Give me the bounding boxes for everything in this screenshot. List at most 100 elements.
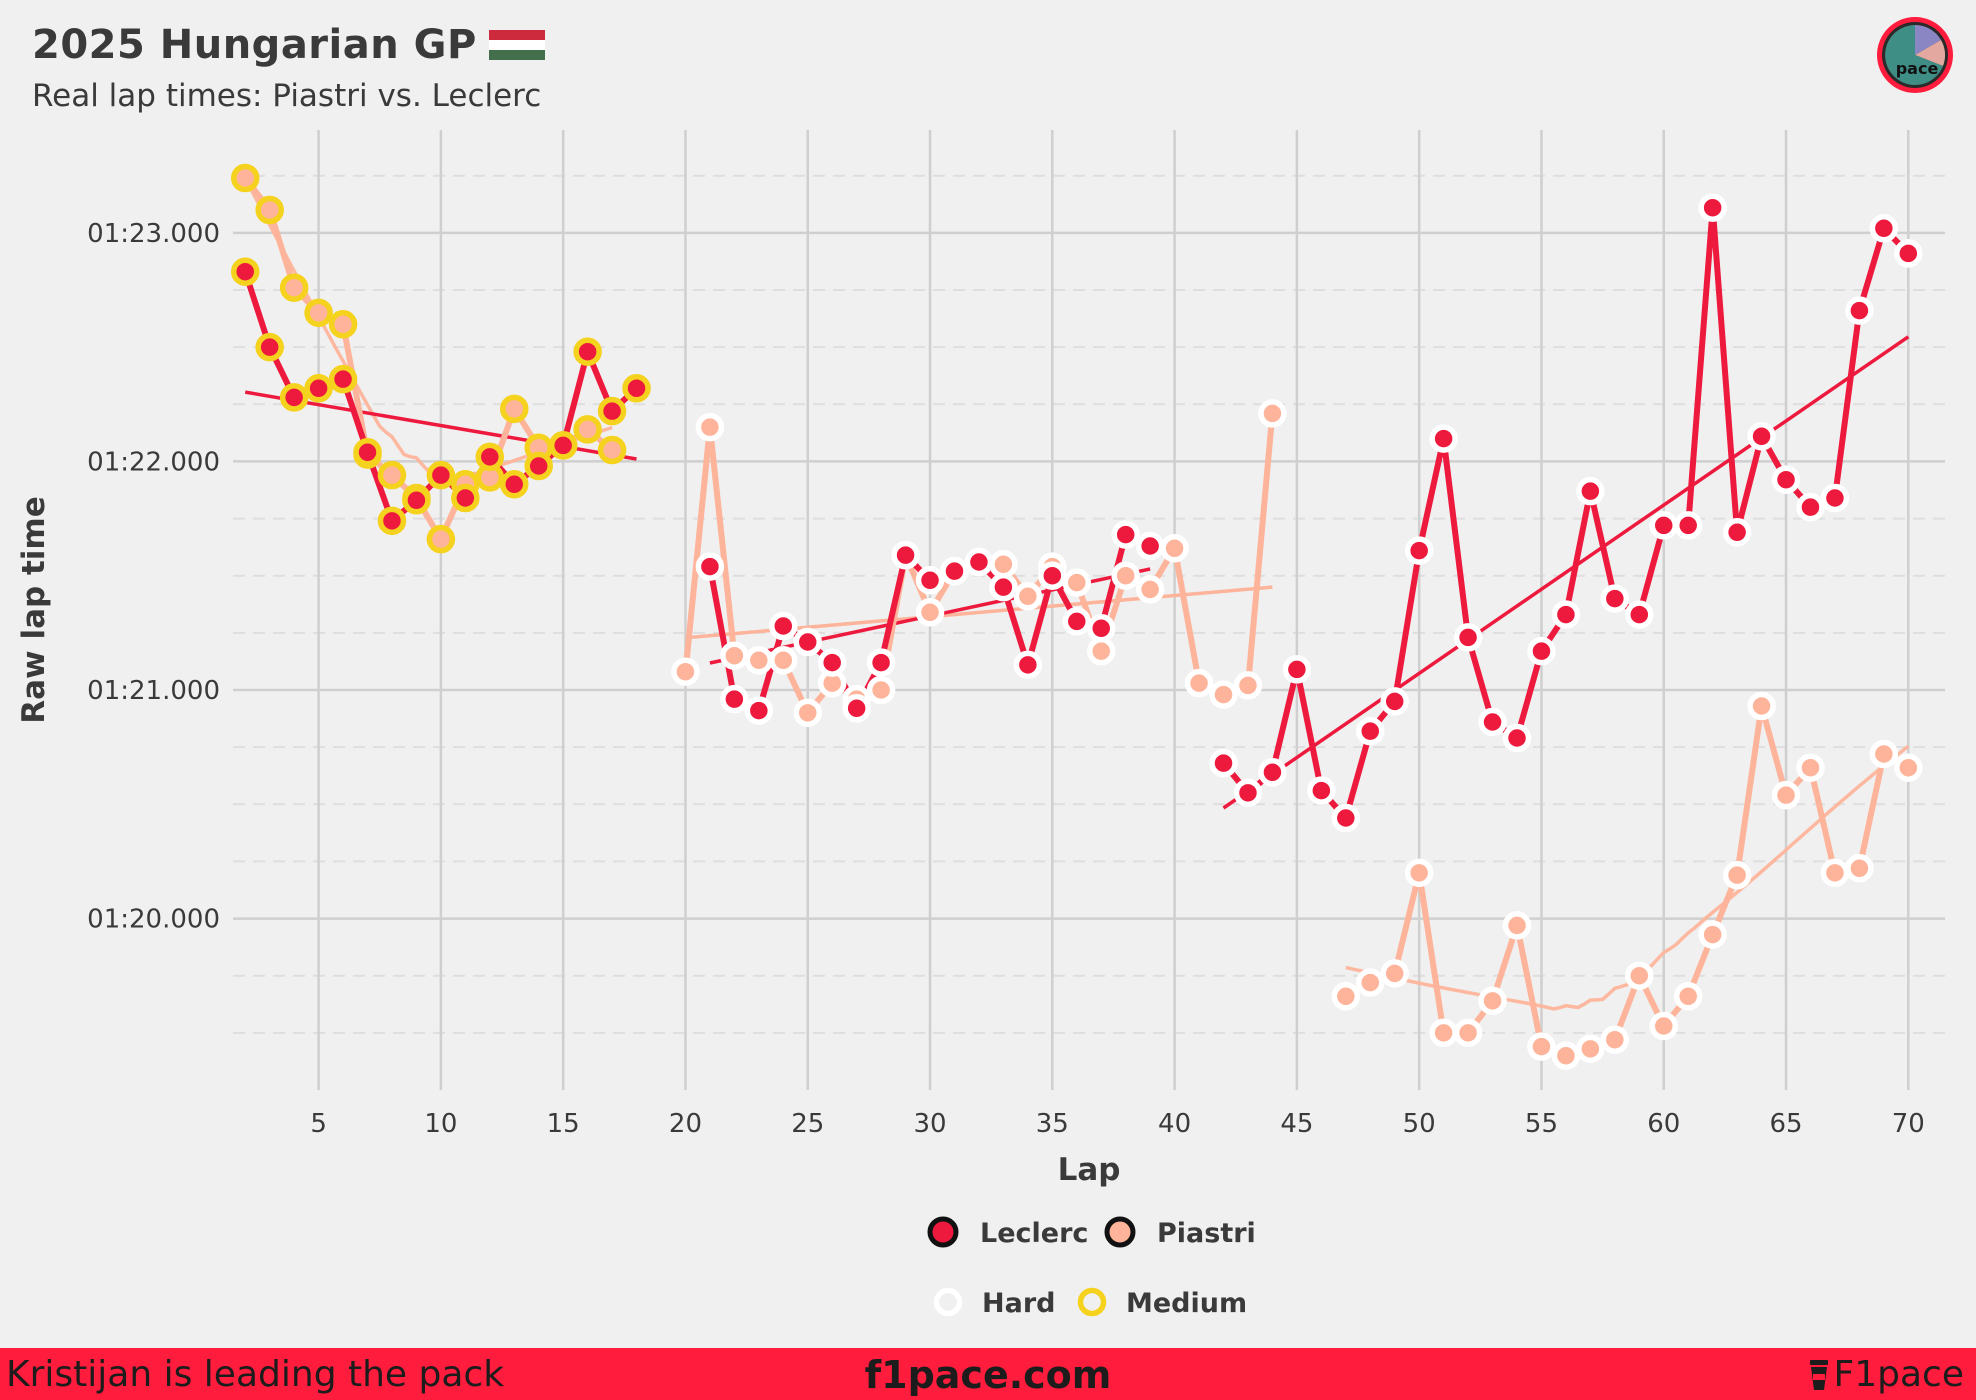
- piastri-lap-point[interactable]: [255, 195, 284, 225]
- leclerc-lap-point[interactable]: [793, 627, 822, 657]
- piastri-lap-point[interactable]: [1429, 1018, 1458, 1048]
- piastri-lap-point[interactable]: [1331, 982, 1361, 1011]
- leclerc-lap-point[interactable]: [1038, 561, 1067, 590]
- leclerc-lap-point[interactable]: [1307, 776, 1336, 805]
- piastri-lap-point[interactable]: [1502, 911, 1532, 940]
- leclerc-lap-point[interactable]: [304, 374, 333, 403]
- leclerc-lap-point[interactable]: [1404, 536, 1434, 565]
- leclerc-lap-point[interactable]: [720, 684, 749, 714]
- piastri-lap-point[interactable]: [1209, 680, 1238, 709]
- piastri-lap-point[interactable]: [279, 273, 309, 302]
- piastri-lap-point[interactable]: [1233, 671, 1263, 700]
- piastri-lap-point[interactable]: [1380, 959, 1409, 988]
- leclerc-lap-point[interactable]: [1894, 239, 1923, 268]
- leclerc-lap-point[interactable]: [622, 374, 651, 403]
- piastri-lap-point[interactable]: [1673, 982, 1703, 1011]
- piastri-lap-point[interactable]: [1356, 968, 1385, 997]
- piastri-lap-point[interactable]: [1576, 1034, 1605, 1064]
- leclerc-lap-point[interactable]: [940, 556, 969, 586]
- leclerc-lap-point[interactable]: [402, 486, 431, 515]
- piastri-lap-point[interactable]: [671, 657, 700, 686]
- piastri-lap-point[interactable]: [695, 412, 725, 442]
- leclerc-lap-point[interactable]: [426, 460, 456, 490]
- piastri-lap-point[interactable]: [1258, 399, 1287, 428]
- leclerc-lap-point[interactable]: [1478, 707, 1507, 737]
- leclerc-lap-point[interactable]: [451, 483, 480, 513]
- leclerc-lap-point[interactable]: [915, 566, 945, 595]
- piastri-lap-point[interactable]: [1796, 753, 1825, 782]
- piastri-lap-point[interactable]: [1453, 1018, 1483, 1048]
- leclerc-lap-point[interactable]: [573, 337, 602, 366]
- piastri-lap-point[interactable]: [1062, 568, 1092, 597]
- leclerc-lap-point[interactable]: [1502, 723, 1532, 753]
- leclerc-lap-point[interactable]: [1796, 492, 1825, 522]
- leclerc-lap-point[interactable]: [1820, 483, 1850, 513]
- footer-site-link[interactable]: f1pace.com: [864, 1353, 1112, 1397]
- leclerc-lap-point[interactable]: [989, 572, 1018, 602]
- leclerc-lap-point[interactable]: [524, 451, 553, 481]
- leclerc-lap-point[interactable]: [891, 540, 920, 570]
- piastri-lap-point[interactable]: [1771, 780, 1801, 810]
- piastri-lap-point[interactable]: [769, 646, 798, 675]
- leclerc-lap-point[interactable]: [1722, 518, 1752, 547]
- leclerc-lap-point[interactable]: [597, 396, 627, 426]
- leclerc-lap-point[interactable]: [1209, 748, 1238, 778]
- piastri-lap-point[interactable]: [1551, 1041, 1581, 1070]
- leclerc-lap-point[interactable]: [964, 547, 994, 577]
- leclerc-lap-point[interactable]: [548, 431, 578, 460]
- leclerc-lap-point[interactable]: [1673, 511, 1703, 540]
- leclerc-lap-point[interactable]: [1845, 296, 1874, 325]
- leclerc-lap-point[interactable]: [1747, 422, 1776, 451]
- leclerc-lap-point[interactable]: [744, 696, 774, 725]
- leclerc-lap-point[interactable]: [1649, 511, 1678, 540]
- piastri-lap-point[interactable]: [1722, 860, 1752, 890]
- piastri-lap-point[interactable]: [1013, 582, 1043, 611]
- piastri-lap-point[interactable]: [1111, 561, 1140, 590]
- piastri-lap-point[interactable]: [915, 598, 945, 627]
- leclerc-lap-point[interactable]: [1527, 636, 1556, 666]
- piastri-lap-point[interactable]: [500, 394, 529, 424]
- piastri-lap-point[interactable]: [744, 646, 774, 675]
- leclerc-lap-point[interactable]: [1233, 778, 1263, 808]
- leclerc-lap-point[interactable]: [255, 332, 284, 362]
- piastri-lap-point[interactable]: [1845, 854, 1874, 883]
- piastri-lap-point[interactable]: [1478, 986, 1507, 1016]
- piastri-lap-point[interactable]: [304, 298, 333, 328]
- piastri-lap-point[interactable]: [1698, 920, 1727, 949]
- piastri-lap-point[interactable]: [866, 675, 896, 705]
- leclerc-lap-point[interactable]: [1013, 650, 1043, 680]
- leclerc-lap-point[interactable]: [230, 257, 260, 286]
- piastri-lap-point[interactable]: [597, 435, 627, 465]
- leclerc-lap-point[interactable]: [1062, 607, 1092, 636]
- piastri-lap-point[interactable]: [573, 415, 602, 444]
- leclerc-lap-point[interactable]: [1771, 465, 1801, 494]
- piastri-lap-point[interactable]: [989, 550, 1018, 579]
- piastri-lap-point[interactable]: [1747, 691, 1776, 721]
- leclerc-lap-point[interactable]: [1453, 623, 1483, 652]
- leclerc-lap-point[interactable]: [475, 442, 505, 472]
- leclerc-lap-point[interactable]: [1086, 614, 1116, 643]
- piastri-lap-point[interactable]: [1894, 753, 1923, 782]
- leclerc-lap-point[interactable]: [279, 383, 309, 412]
- leclerc-lap-point[interactable]: [1429, 424, 1458, 453]
- piastri-lap-point[interactable]: [1820, 858, 1850, 888]
- leclerc-lap-point[interactable]: [1869, 214, 1899, 243]
- leclerc-lap-point[interactable]: [1576, 476, 1605, 506]
- leclerc-lap-point[interactable]: [817, 648, 847, 677]
- leclerc-lap-point[interactable]: [1258, 758, 1287, 787]
- piastri-lap-point[interactable]: [1086, 636, 1116, 666]
- leclerc-lap-point[interactable]: [1380, 687, 1409, 716]
- piastri-lap-point[interactable]: [1649, 1011, 1678, 1041]
- piastri-lap-point[interactable]: [377, 460, 407, 490]
- piastri-lap-point[interactable]: [1404, 858, 1434, 888]
- leclerc-lap-point[interactable]: [1356, 716, 1385, 746]
- leclerc-lap-point[interactable]: [1282, 655, 1312, 684]
- piastri-lap-point[interactable]: [720, 641, 749, 670]
- piastri-lap-point[interactable]: [1184, 668, 1214, 698]
- leclerc-lap-point[interactable]: [1698, 193, 1727, 222]
- piastri-lap-point[interactable]: [426, 524, 456, 554]
- leclerc-lap-point[interactable]: [1625, 600, 1654, 629]
- piastri-lap-point[interactable]: [1160, 534, 1189, 563]
- leclerc-lap-point[interactable]: [1600, 584, 1630, 613]
- leclerc-lap-point[interactable]: [328, 364, 358, 394]
